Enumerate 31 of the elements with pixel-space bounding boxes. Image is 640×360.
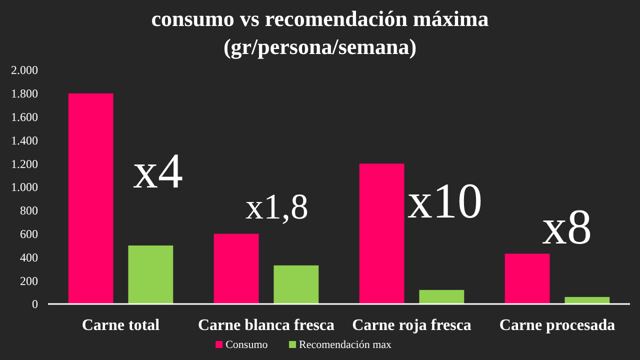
x-tick-label: Carne total — [82, 317, 160, 334]
bar — [419, 290, 464, 304]
bar — [214, 234, 259, 304]
y-tick-label: 600 — [20, 227, 38, 241]
bar — [359, 164, 404, 304]
y-tick-label: 1.600 — [11, 110, 38, 124]
chart-title: consumo vs recomendación máxima — [151, 6, 489, 31]
y-tick-label: 200 — [20, 274, 38, 288]
y-tick-label: 1.000 — [11, 180, 38, 194]
bar — [504, 254, 550, 304]
y-tick-label: 400 — [20, 250, 38, 264]
y-tick-label: 0 — [32, 297, 38, 312]
chart-subtitle: (gr/persona/semana) — [223, 34, 417, 59]
y-tick-label: 1.400 — [11, 133, 38, 148]
x-tick-label: Carne roja fresca — [352, 317, 472, 334]
annotation: x10 — [408, 172, 482, 228]
y-tick-label: 1.200 — [11, 156, 38, 171]
y-tick-label: 2.000 — [11, 63, 38, 78]
y-tick-label: 1.800 — [11, 86, 38, 101]
bar — [564, 296, 610, 304]
x-tick-label: Carne procesada — [499, 317, 616, 334]
legend-label: Consumo — [226, 339, 268, 351]
x-tick-label: Carne blanca fresca — [198, 317, 335, 334]
bar — [274, 265, 319, 304]
bar — [128, 246, 174, 304]
annotation: x1,8 — [246, 186, 308, 227]
legend-label: Recomendación max — [299, 339, 392, 351]
annotation: x4 — [133, 142, 183, 198]
bar — [68, 93, 114, 304]
annotation: x8 — [542, 198, 592, 254]
y-tick-label: 800 — [20, 204, 38, 218]
